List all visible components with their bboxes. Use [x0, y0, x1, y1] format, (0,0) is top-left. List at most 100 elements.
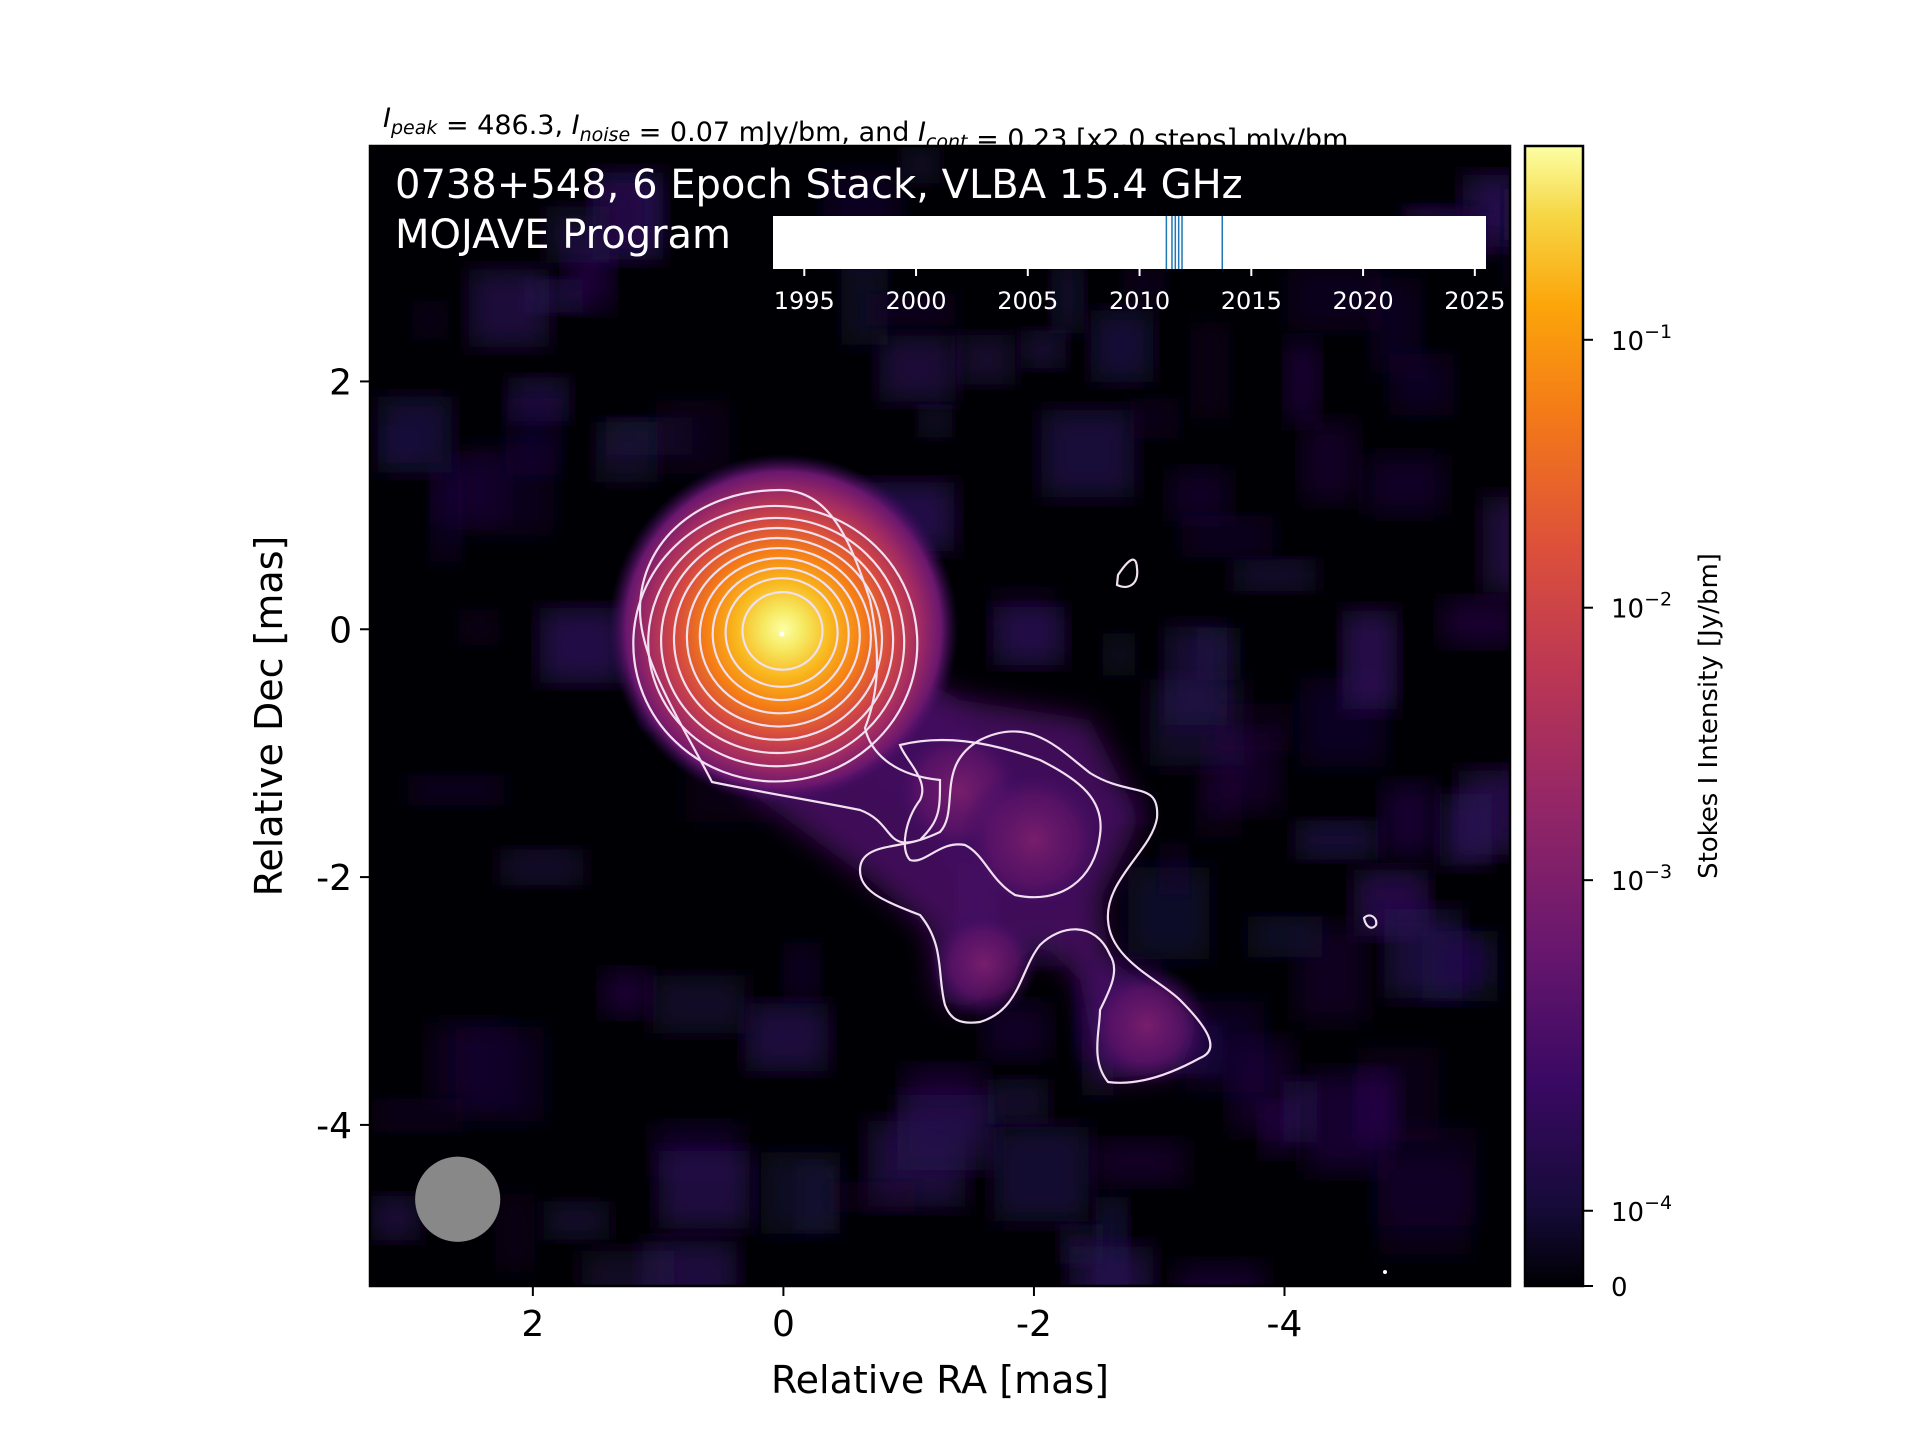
noise-blob	[1051, 260, 1085, 334]
noise-blob	[455, 1027, 544, 1122]
noise-blob	[1248, 916, 1323, 958]
noise-blob	[745, 1003, 829, 1072]
noise-blob	[1389, 353, 1454, 415]
x-axis-ticks: 2 0 -2 -4	[521, 1286, 1302, 1345]
noise-blob	[1090, 310, 1153, 382]
y-axis-label: Relative Dec [mas]	[247, 536, 291, 897]
noise-blob	[994, 1127, 1089, 1222]
noise-blob	[897, 1095, 996, 1171]
noise-blob	[582, 1250, 674, 1286]
header-symbol: I	[918, 117, 926, 148]
noise-blob	[1503, 231, 1510, 284]
contour-outer	[638, 488, 1212, 1084]
noise-blob	[987, 1079, 1048, 1125]
core-contour	[659, 526, 895, 755]
noise-blob	[1285, 341, 1320, 422]
x-tick-label: 0	[772, 1304, 795, 1345]
noise-blob	[1069, 1246, 1154, 1286]
image-frame	[368, 144, 1512, 1288]
noise-blob	[1021, 330, 1066, 369]
y-axis-ticks: 2 0 -2 -4	[316, 362, 370, 1147]
core-contour	[647, 516, 906, 768]
timeline-tick-label: 2005	[997, 287, 1058, 315]
core-contour	[685, 546, 873, 728]
noise-blob	[500, 849, 583, 886]
noise-blob	[1283, 1081, 1318, 1143]
source-title: 0738+548, 6 Epoch Stack, VLBA 15.4 GHz	[395, 162, 1243, 208]
colorbar-tick-exp: −2	[1644, 589, 1672, 611]
colorbar-tick-exp: −3	[1644, 861, 1672, 883]
jet-knot	[959, 765, 1109, 915]
core-contour	[741, 591, 824, 671]
header-symbol: I	[572, 110, 580, 141]
colorbar: 10−110−210−310−40 Stokes I Intensity [Jy…	[1523, 144, 1724, 1303]
noise-blob	[370, 1195, 421, 1241]
noise-blob	[1158, 843, 1190, 895]
header-symbol: I	[383, 103, 391, 134]
noise-blob	[601, 970, 652, 1017]
map-pixel-marker	[1383, 1270, 1387, 1274]
noise-blob	[1233, 559, 1316, 591]
epoch-timeline: 1995 2000 2005 2010 2015 2020 2025	[773, 216, 1505, 315]
noise-blob	[956, 334, 1016, 385]
contour-knot-east	[1362, 914, 1378, 929]
noise-blob	[458, 609, 500, 646]
noise-blob	[658, 1150, 750, 1229]
colorbar-tick-base: 10	[1611, 1198, 1644, 1228]
core-contour	[698, 557, 861, 715]
header-text: = 0.07 mJy/bm, and	[630, 117, 918, 148]
colorbar-label: Stokes I Intensity [Jy/bm]	[1694, 553, 1724, 879]
noise-blob	[918, 404, 953, 438]
timeline-epochs	[1165, 216, 1224, 269]
x-axis-label: Relative RA [mas]	[771, 1358, 1109, 1402]
noise-blob	[1295, 820, 1379, 860]
timeline-box	[773, 216, 1486, 269]
noise-blob	[378, 396, 452, 473]
colorbar-gradient	[1523, 144, 1585, 1288]
image-panel: 0738+548, 6 Epoch Stack, VLBA 15.4 GHz M…	[316, 144, 1512, 1345]
colorbar-tick-base: 10	[1611, 595, 1644, 625]
timeline-tick-label: 2015	[1221, 287, 1282, 315]
noise-blob	[1366, 454, 1445, 515]
core-contour	[632, 504, 919, 783]
colorbar-tick-label: 0	[1611, 1273, 1628, 1303]
y-tick-label: 0	[329, 610, 352, 651]
timeline-tick-label: 2025	[1444, 287, 1505, 315]
header-subscript: noise	[580, 124, 631, 146]
program-title: MOJAVE Program	[395, 212, 731, 258]
contour-set	[638, 488, 1378, 1084]
noise-blob	[495, 1193, 535, 1272]
noise-blob	[1381, 783, 1436, 857]
core-contour	[672, 536, 884, 741]
noise-blob	[1439, 793, 1492, 866]
noise-blob	[1207, 732, 1281, 812]
noise-blob	[408, 774, 504, 806]
x-tick-label: -2	[1016, 1304, 1052, 1345]
map-peak-marker	[779, 631, 785, 637]
noise-blob	[1164, 626, 1227, 725]
noise-blob	[656, 400, 730, 475]
noise-blob	[1376, 1128, 1477, 1225]
timeline-tick-label: 2020	[1333, 287, 1394, 315]
core-contour	[711, 567, 850, 702]
noise-blob	[901, 147, 940, 184]
noise-blob	[1505, 763, 1510, 827]
contour-jet-inner	[898, 738, 1102, 899]
noise-blob	[993, 606, 1065, 666]
noise-blob	[468, 269, 550, 347]
noise-blob	[1441, 598, 1510, 646]
colorbar-tick-label: 10−2	[1611, 589, 1672, 625]
colorbar-tick-label: 10−4	[1611, 1192, 1672, 1228]
noise-blob	[371, 1098, 463, 1132]
contour-knot-north	[1115, 558, 1139, 588]
noise-blob	[543, 1201, 610, 1240]
timeline-tick-label: 2010	[1109, 287, 1170, 315]
noise-blob	[828, 1181, 915, 1213]
core-contours	[632, 504, 919, 783]
core-contour	[724, 577, 839, 688]
noise-blob	[1504, 188, 1510, 241]
colorbar-tick-label: 10−3	[1611, 861, 1672, 897]
noise-blob	[760, 1152, 841, 1234]
colorbar-tick-base: 10	[1611, 867, 1644, 897]
